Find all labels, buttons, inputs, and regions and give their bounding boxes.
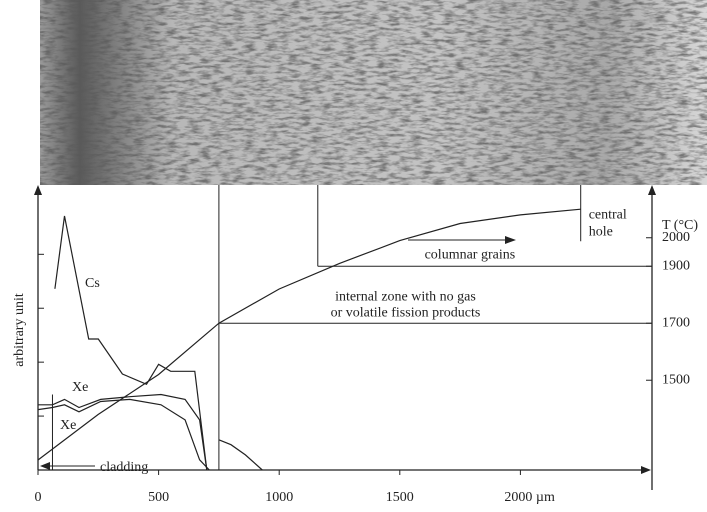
y-axis-label: arbitrary unit: [12, 293, 27, 367]
x-tick-label: 1500: [386, 490, 414, 505]
plot-area: 0 500 1000 1500 2000 µm 1500 1700 1900 2000 inter…: [34, 185, 690, 505]
y2-tick-label: 1700: [662, 315, 690, 330]
concentration-curve: [37, 398, 210, 471]
temperature-curve: [37, 208, 581, 461]
x-axis-arrow: [641, 466, 651, 474]
y-axis-arrow: [34, 185, 42, 195]
concentration-curve: [54, 215, 263, 471]
x-tick-label: 1000: [265, 490, 293, 505]
x-tick-label: 500: [148, 490, 169, 505]
cladding-arrowhead: [40, 462, 50, 470]
series-label: Xe: [60, 418, 76, 433]
zone-label: central: [589, 207, 627, 222]
micrograph: [40, 0, 707, 185]
y2-tick-label: 1500: [662, 372, 690, 387]
cladding-label: cladding: [100, 460, 148, 475]
concentration-curve: [38, 393, 208, 471]
y2-axis-label: T (°C): [662, 218, 698, 233]
zone-label: columnar grains: [425, 247, 516, 262]
zone-label: or volatile fission products: [331, 305, 481, 320]
x-tick-label: 0: [35, 490, 42, 505]
y2-tick-label: 1900: [662, 258, 690, 273]
y2-tick-label: 2000: [662, 230, 690, 245]
series-label: Cs: [85, 276, 100, 291]
zone-label: hole: [589, 224, 613, 239]
series-label: Xe: [72, 380, 88, 395]
columnar-arrowhead: [505, 236, 516, 244]
x-tick-label: 2000 µm: [504, 490, 555, 505]
zone-label: internal zone with no gas: [335, 289, 476, 304]
y2-axis-arrow: [648, 185, 656, 195]
